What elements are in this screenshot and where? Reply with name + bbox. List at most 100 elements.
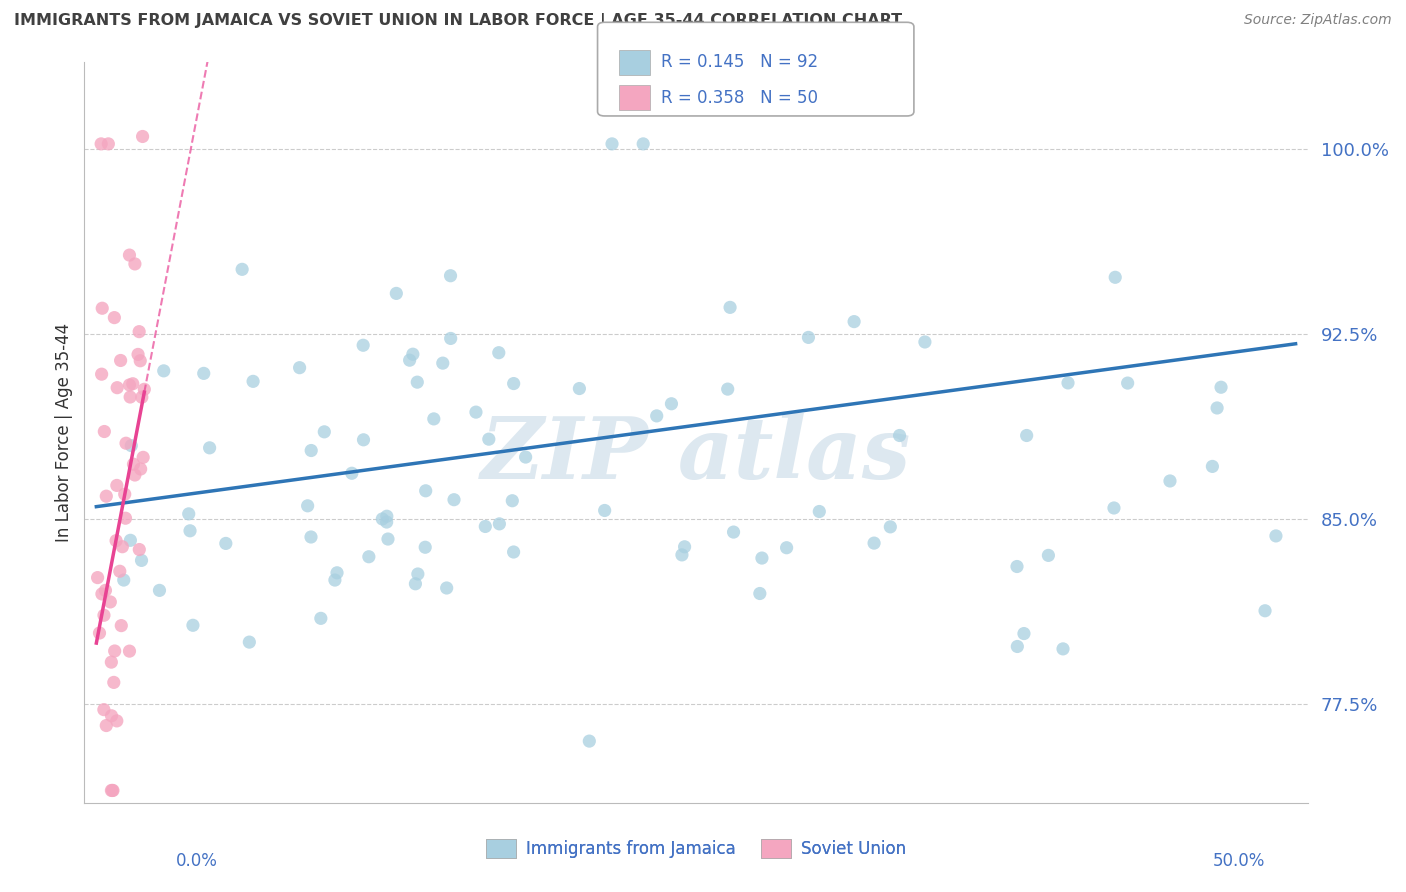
Point [751,551,773,566]
Point [1159,474,1181,488]
Text: IMMIGRANTS FROM JAMAICA VS SOVIET UNION IN LABOR FORCE | AGE 35-44 CORRELATION C: IMMIGRANTS FROM JAMAICA VS SOVIET UNION … [14,13,903,29]
Point [100,708,122,723]
Point [415,483,437,498]
Point [118,644,141,658]
Point [1057,376,1080,390]
Point [124,257,146,271]
Point [1116,376,1139,390]
Point [181,618,204,632]
Point [1005,559,1028,574]
Point [775,541,797,555]
Point [120,390,142,404]
Point [231,262,253,277]
Point [432,356,454,370]
Point [1264,529,1286,543]
Point [114,487,136,501]
Point [568,382,591,396]
Point [863,536,886,550]
Point [90,367,112,381]
Point [1015,428,1038,442]
Point [717,382,740,396]
Point [118,378,141,392]
Point [578,734,600,748]
Point [879,520,901,534]
Point [515,450,537,464]
Point [314,425,336,439]
Point [90,136,112,151]
Point [723,524,745,539]
Point [114,511,136,525]
Point [242,375,264,389]
Point [105,533,128,548]
Point [131,553,153,567]
Point [110,353,132,368]
Point [352,338,374,352]
Point [93,703,115,717]
Point [1007,640,1029,654]
Point [1206,401,1229,415]
Point [914,334,936,349]
Point [128,542,150,557]
Point [108,564,131,578]
Point [101,783,124,797]
Point [128,325,150,339]
Point [413,541,436,555]
Point [645,409,668,423]
Point [111,540,134,554]
Point [488,345,510,359]
Point [112,573,135,587]
Point [100,783,122,797]
Point [134,382,156,396]
Point [132,450,155,465]
Point [86,571,108,585]
Point [238,635,260,649]
Point [465,405,488,419]
Point [115,436,138,450]
Point [502,376,524,391]
Point [94,583,117,598]
Point [385,286,408,301]
Point [288,360,311,375]
Point [1102,500,1125,515]
Text: ZIP atlas: ZIP atlas [481,413,911,497]
Point [1104,270,1126,285]
Point [93,608,115,623]
Point [323,573,346,587]
Point [748,586,770,600]
Point [1012,626,1035,640]
Point [152,364,174,378]
Point [91,301,114,316]
Point [443,492,465,507]
Point [120,533,142,548]
Point [1254,604,1277,618]
Point [129,353,152,368]
Point [593,503,616,517]
Point [120,439,142,453]
Point [148,583,170,598]
Point [501,493,523,508]
Point [439,268,461,283]
Text: R = 0.145   N = 92: R = 0.145 N = 92 [661,54,818,71]
Point [436,581,458,595]
Point [110,618,132,632]
Point [406,567,429,582]
Point [103,675,125,690]
Point [101,783,124,797]
Point [398,353,420,368]
Point [402,347,425,361]
Point [1052,641,1074,656]
Point [371,512,394,526]
Point [124,468,146,483]
Point [103,310,125,325]
Point [718,301,741,315]
Point [105,381,128,395]
Point [193,367,215,381]
Point [309,611,332,625]
Legend: Immigrants from Jamaica, Soviet Union: Immigrants from Jamaica, Soviet Union [479,832,912,865]
Point [889,428,911,442]
Text: 50.0%: 50.0% [1213,852,1265,870]
Point [1209,380,1232,394]
Point [1038,549,1060,563]
Point [179,524,201,538]
Point [478,432,501,446]
